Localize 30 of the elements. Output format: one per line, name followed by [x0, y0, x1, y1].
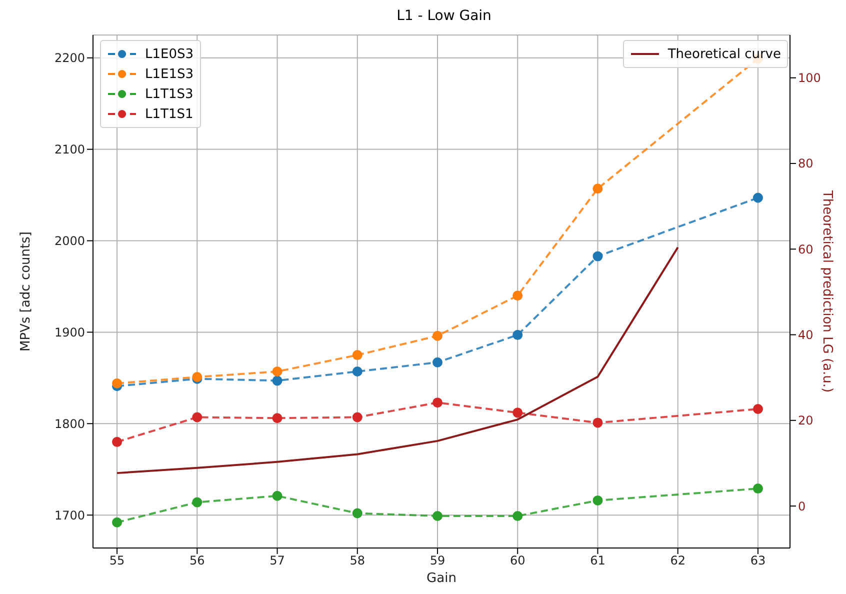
- legend-label: L1E0S3: [145, 46, 194, 62]
- y-tick-label: 1900: [54, 325, 85, 340]
- y-tick-label: 2200: [54, 51, 85, 66]
- y2-tick-label: 80: [798, 156, 814, 171]
- x-tick-label: 63: [750, 554, 766, 568]
- x-tick-label: 56: [190, 554, 205, 568]
- x-tick-label: 57: [270, 554, 285, 568]
- x-tick-label: 59: [430, 554, 446, 568]
- y-tick-label: 1700: [54, 508, 85, 522]
- y-tick-label: 2000: [54, 234, 85, 248]
- y2-tick-label: 100: [798, 71, 821, 86]
- legend-label: L1T1S1: [145, 106, 194, 122]
- x-tick-label: 61: [590, 554, 606, 568]
- chart-title: L1 - Low Gain: [396, 8, 492, 24]
- x-tick-label: 58: [350, 554, 366, 568]
- x-tick-label: 55: [109, 554, 125, 568]
- y-tick-label: 2100: [54, 142, 85, 157]
- legend-label: L1E1S3: [145, 66, 194, 82]
- y2-tick-label: 40: [798, 328, 814, 342]
- y2-tick-label: 0: [798, 499, 806, 514]
- x-tick-label: 60: [510, 554, 526, 568]
- legend-label: Theoretical curve: [668, 46, 781, 62]
- y2-axis-title: Theoretical prediction LG (a.u.): [819, 189, 834, 393]
- y-axis-title: MPVs [adc counts]: [18, 232, 34, 352]
- y2-tick-label: 60: [798, 242, 814, 256]
- y2-tick-label: 20: [798, 414, 814, 428]
- y-tick-label: 1800: [54, 416, 85, 431]
- x-axis-title: Gain: [426, 571, 456, 586]
- legend-label: L1T1S3: [145, 86, 194, 102]
- x-tick-label: 62: [670, 554, 686, 568]
